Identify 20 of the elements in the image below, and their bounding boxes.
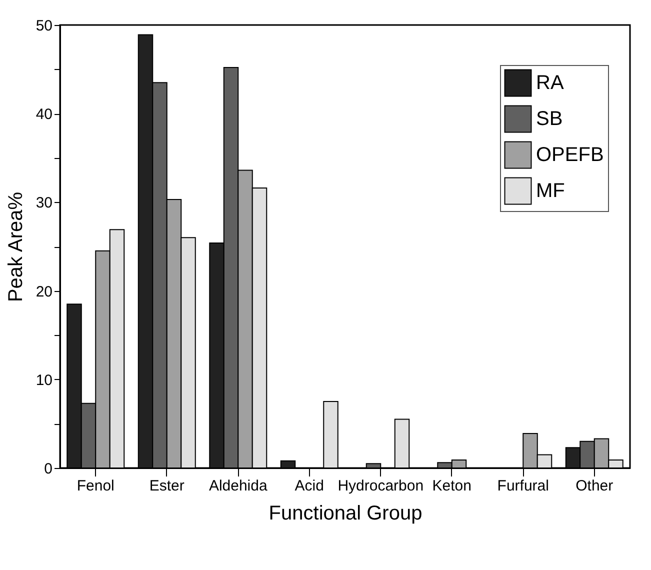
legend-label: MF [536, 180, 565, 202]
y-tick-label: 0 [44, 460, 52, 478]
x-tick-label: Hydrocarbon [338, 478, 424, 494]
y-axis-title: Peak Area% [4, 192, 27, 302]
x-tick-label: Furfural [497, 478, 549, 494]
legend-label: RA [536, 72, 564, 94]
y-tick-label: 50 [36, 18, 52, 34]
legend-label: SB [536, 108, 563, 130]
x-axis-title: Functional Group [268, 502, 422, 524]
x-tick-label: Other [576, 478, 614, 494]
x-tick-label: Aldehida [208, 478, 268, 494]
x-tick-label: Ester [149, 478, 184, 494]
x-tick-label: Keton [432, 478, 472, 494]
y-tick-label: 30 [36, 194, 52, 212]
y-tick-label: 20 [36, 283, 52, 300]
y-tick-label: 40 [36, 106, 52, 124]
x-tick-label: Fenol [76, 478, 114, 494]
x-tick-label: Acid [294, 478, 324, 494]
y-tick-label: 10 [36, 372, 52, 389]
legend-label: OPEFB [536, 144, 604, 166]
